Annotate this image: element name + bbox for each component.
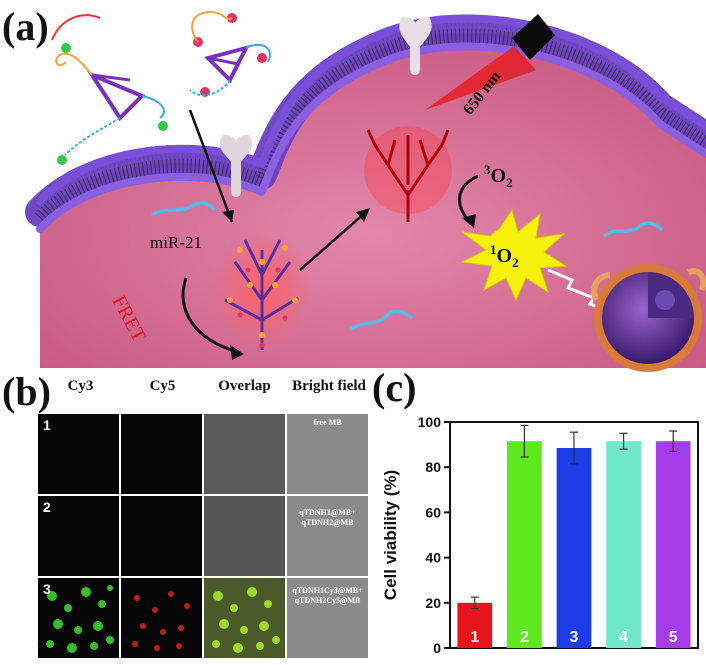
bright-field-label-row2-line1: qTDNH1@MB+ bbox=[299, 508, 356, 517]
micrograph-grid: 1 free MB 2 qTDNH1@MB+ qTDNH2@MB bbox=[38, 414, 368, 660]
micrograph-row3-bright-field: qTDNH1Cy3@MB+ qTDNH2Cy5@MB bbox=[287, 578, 368, 658]
y-tick-label-5: 100 bbox=[418, 414, 442, 430]
y-axis-label: Cell viability (%) bbox=[381, 470, 400, 600]
dna-tetrahedron-2 bbox=[189, 10, 271, 97]
micrograph-row2-bright-field: qTDNH1@MB+ qTDNH2@MB bbox=[287, 496, 368, 576]
panel-a-label: (a) bbox=[2, 4, 49, 49]
damage-lightning bbox=[547, 268, 613, 314]
entry-arrow bbox=[188, 109, 234, 223]
micrograph-row3-cy5 bbox=[121, 578, 202, 658]
dna-nanostructure-cluster bbox=[212, 230, 312, 350]
micrograph-row1-cy3: 1 bbox=[38, 414, 119, 494]
bar-label-5: 5 bbox=[669, 629, 678, 646]
triplet-oxygen-label: 3O2 bbox=[484, 162, 513, 190]
cell-nucleus bbox=[591, 264, 706, 372]
cy3-green-cells bbox=[46, 585, 114, 653]
micrograph-row3-overlap bbox=[204, 578, 285, 658]
y-tick-label-4: 80 bbox=[425, 459, 441, 475]
cell-viability-bar-chart: 0 20 40 60 80 100 Cell viability (%) 1 2 3 4 5 bbox=[381, 414, 699, 656]
mirna-strand-2 bbox=[348, 309, 414, 332]
schematic-panel-a: 650 nm bbox=[2, 4, 706, 372]
column-header-overlap: Overlap bbox=[218, 378, 271, 394]
y-tick-label-2: 40 bbox=[425, 550, 441, 566]
micrograph-row1-overlap bbox=[204, 414, 285, 494]
y-tick-label-1: 20 bbox=[425, 595, 441, 611]
bar-2 bbox=[507, 441, 542, 648]
bar-1 bbox=[457, 602, 493, 648]
laser-source bbox=[425, 14, 555, 110]
row-number-3: 3 bbox=[43, 581, 51, 597]
row-number-1: 1 bbox=[43, 417, 51, 433]
micrograph-row2-cy5 bbox=[121, 496, 202, 576]
schematic-illustration: 650 nm bbox=[2, 4, 706, 372]
mirna-strand-1 bbox=[151, 201, 216, 217]
y-tick-label-0: 0 bbox=[433, 640, 441, 656]
activation-arrow bbox=[299, 211, 367, 271]
micrograph-row2-overlap bbox=[204, 496, 285, 576]
receptor-left bbox=[219, 134, 253, 197]
singlet-oxygen-burst bbox=[460, 208, 568, 302]
micrograph-row3-cy3: 3 bbox=[38, 578, 119, 658]
fret-arrow bbox=[181, 277, 239, 354]
singlet-oxygen-label: 1O2 bbox=[490, 242, 519, 270]
bar-label-1: 1 bbox=[470, 629, 479, 646]
panel-b-label: (b) bbox=[2, 369, 51, 414]
cy5-red-cells bbox=[132, 591, 190, 651]
mirna-label: miR-21 bbox=[150, 233, 202, 252]
row-number-2: 2 bbox=[43, 499, 51, 515]
micrograph-row1-bright-field: free MB bbox=[287, 414, 368, 494]
bar-label-2: 2 bbox=[520, 629, 529, 646]
bar-3 bbox=[556, 447, 592, 648]
bar-label-3: 3 bbox=[570, 629, 579, 646]
bar-label-4: 4 bbox=[619, 629, 628, 646]
viability-chart-panel-c: (c) 0 20 40 60 80 100 Cell viability (%) 1 2 3 4 5 bbox=[368, 365, 706, 660]
panel-c-label: (c) bbox=[372, 365, 417, 410]
mirna-strand-3 bbox=[602, 221, 664, 238]
bright-field-label-row3-line2: qTDNH2Cy5@MB bbox=[294, 596, 361, 605]
overlap-cells bbox=[212, 587, 280, 653]
column-header-cy5: Cy5 bbox=[149, 378, 176, 394]
bright-field-label-row1: free MB bbox=[313, 418, 342, 427]
column-header-cy3: Cy3 bbox=[67, 378, 94, 394]
fluorescence-panel-b: (b) Cy3 Cy5 Overlap Bright field 1 free … bbox=[0, 369, 380, 660]
bar-5 bbox=[655, 441, 691, 648]
dna-tetrahedron-1 bbox=[51, 14, 168, 165]
column-header-bright-field: Bright field bbox=[292, 378, 366, 394]
bright-field-label-row3-line1: qTDNH1Cy3@MB+ bbox=[292, 586, 363, 595]
micrograph-row1-cy5 bbox=[121, 414, 202, 494]
activated-photosensitizer-tree bbox=[364, 126, 452, 222]
y-tick-label-3: 60 bbox=[425, 504, 441, 520]
bright-field-label-row2-line2: qTDNH2@MB bbox=[301, 518, 354, 527]
bar-4 bbox=[606, 441, 641, 648]
receptor-top bbox=[399, 16, 432, 75]
micrograph-row2-cy3: 2 bbox=[38, 496, 119, 576]
